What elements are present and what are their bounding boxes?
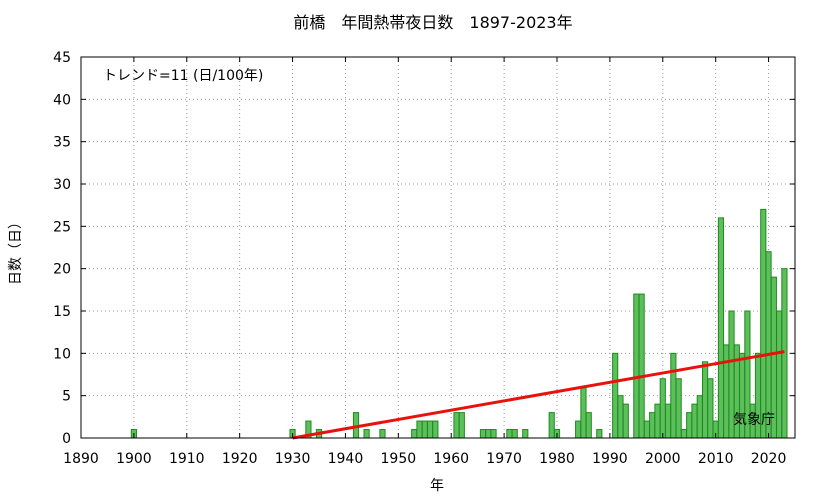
bar <box>654 403 661 439</box>
y-tick-label: 0 <box>62 431 71 447</box>
y-tick-label: 30 <box>53 177 71 193</box>
bar <box>723 344 730 439</box>
bar <box>596 429 603 439</box>
x-tick-label: 1940 <box>328 451 364 467</box>
bar <box>585 412 592 439</box>
y-tick-label: 20 <box>53 262 71 278</box>
bar <box>411 429 418 439</box>
x-tick-label: 2000 <box>645 451 681 467</box>
x-axis-label: 年 <box>430 478 444 494</box>
grid-lines <box>81 57 795 438</box>
y-tick-label: 5 <box>62 389 71 405</box>
bar <box>622 403 629 439</box>
y-tick-label: 10 <box>53 346 71 362</box>
bar <box>617 395 624 439</box>
bars <box>130 208 788 439</box>
bar <box>675 378 682 439</box>
bar <box>490 429 497 439</box>
bar <box>680 429 688 439</box>
bar <box>548 412 555 439</box>
x-tick-label: 1950 <box>381 451 417 467</box>
bar <box>664 403 672 439</box>
source-label: 気象庁 <box>733 412 775 428</box>
y-tick-label: 25 <box>53 219 71 235</box>
bar <box>776 310 783 439</box>
y-tick-label: 40 <box>53 92 71 108</box>
bar <box>696 395 703 439</box>
bar <box>649 412 656 439</box>
bar <box>765 251 772 439</box>
trend-annotation: トレンド=11 (日/100年) <box>103 68 263 84</box>
bar <box>638 293 645 439</box>
bar <box>458 412 465 439</box>
y-axis-label: 日数（日） <box>8 215 24 285</box>
bar <box>453 412 460 439</box>
bar <box>506 429 513 439</box>
x-tick-label: 1990 <box>592 451 628 467</box>
bar <box>670 352 677 439</box>
x-tick-label: 1930 <box>275 451 311 467</box>
bar <box>760 208 767 439</box>
bar <box>479 429 487 439</box>
x-tick-label: 1910 <box>169 451 205 467</box>
bar <box>416 420 423 439</box>
bar <box>686 412 693 439</box>
x-tick-label: 1970 <box>486 451 522 467</box>
x-tick-label: 1900 <box>116 451 152 467</box>
bar <box>717 217 725 439</box>
bar <box>426 420 434 439</box>
x-tick-label: 2020 <box>751 451 787 467</box>
bar <box>522 429 529 439</box>
x-tick-label: 1920 <box>222 451 258 467</box>
bar <box>363 429 370 439</box>
bar <box>643 420 651 439</box>
plot-frame <box>80 56 796 439</box>
bar <box>612 352 619 439</box>
chart-title: 前橋 年間熱帯夜日数 1897-2023年 <box>293 13 572 32</box>
y-tick-label: 45 <box>53 50 71 66</box>
x-tick-label: 2010 <box>698 451 734 467</box>
trend-line <box>292 350 785 440</box>
bar <box>485 429 492 439</box>
y-axis-ticks: 0 5 10 15 20 25 30 35 40 45 <box>53 50 795 447</box>
bar <box>432 420 439 439</box>
bar <box>580 386 587 439</box>
y-tick-label: 35 <box>53 135 71 151</box>
bar <box>379 429 386 439</box>
bar <box>633 293 640 439</box>
bar <box>421 420 428 439</box>
bar <box>659 378 666 439</box>
x-tick-label: 1890 <box>63 451 99 467</box>
bar <box>691 403 698 439</box>
x-tick-label: 1980 <box>539 451 575 467</box>
bar <box>701 361 709 439</box>
y-tick-label: 15 <box>53 304 71 320</box>
bar <box>511 429 518 439</box>
bar <box>707 378 714 439</box>
x-tick-label: 1960 <box>433 451 469 467</box>
bar <box>575 420 582 439</box>
x-axis-ticks: 1890 1900 1910 1920 1930 1940 1950 1960 1970 1980… <box>63 57 786 467</box>
